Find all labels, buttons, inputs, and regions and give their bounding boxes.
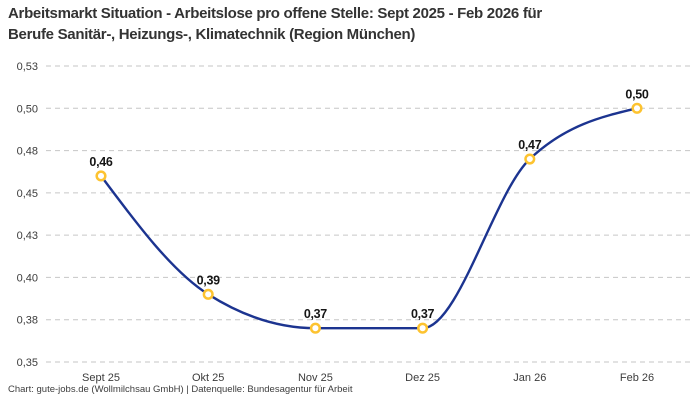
data-point-label: 0,37: [411, 307, 434, 321]
x-tick-label: Feb 26: [620, 372, 654, 384]
data-line: [99, 107, 639, 330]
chart-title: Arbeitsmarkt Situation - Arbeitslose pro…: [8, 3, 542, 45]
y-tick-label: 0,40: [17, 272, 38, 284]
data-point-label: 0,47: [518, 138, 541, 152]
data-point-marker[interactable]: [309, 322, 321, 334]
x-tick-label: Nov 25: [298, 372, 333, 384]
y-tick-label: 0,53: [17, 61, 38, 73]
x-tick-label: Okt 25: [192, 372, 224, 384]
x-tick-label: Jan 26: [513, 372, 546, 384]
y-tick-label: 0,43: [17, 230, 38, 242]
x-tick-label: Sept 25: [82, 372, 120, 384]
data-point-label: 0,37: [304, 307, 327, 321]
chart-credit: Chart: gute-jobs.de (Wollmilchsau GmbH) …: [8, 384, 353, 395]
data-point-label: 0,39: [197, 273, 220, 287]
y-tick-label: 0,35: [17, 357, 38, 369]
data-point-marker[interactable]: [524, 153, 536, 165]
data-point-marker[interactable]: [95, 170, 107, 182]
data-point-label: 0,46: [89, 155, 112, 169]
y-tick-label: 0,45: [17, 188, 38, 200]
data-point-marker[interactable]: [202, 288, 214, 300]
x-tick-label: Dez 25: [405, 372, 440, 384]
data-point-marker[interactable]: [631, 102, 643, 114]
chart-title-line1: Arbeitsmarkt Situation - Arbeitslose pro…: [8, 5, 542, 22]
chart-title-line2: Berufe Sanitär-, Heizungs-, Klimatechnik…: [8, 26, 416, 43]
y-tick-label: 0,50: [17, 103, 38, 115]
y-tick-label: 0,38: [17, 315, 38, 327]
data-point-label: 0,50: [625, 87, 648, 101]
y-tick-label: 0,48: [17, 146, 38, 158]
data-point-marker[interactable]: [417, 322, 429, 334]
